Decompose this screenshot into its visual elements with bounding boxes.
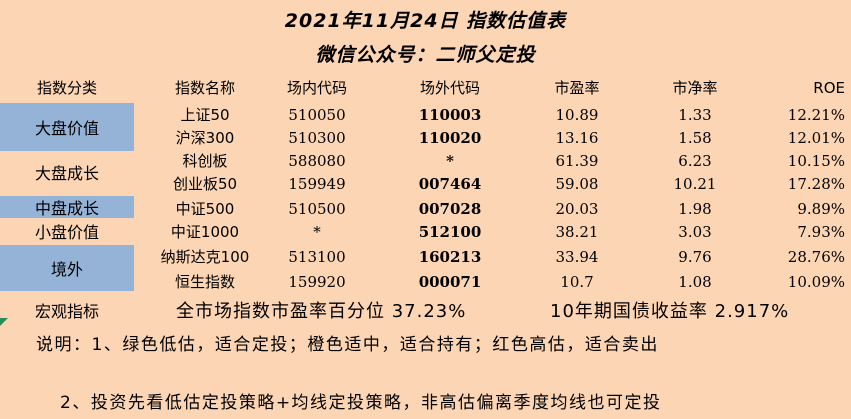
- pb-value: 6.23: [678, 152, 712, 170]
- header-index-name: 指数名称: [174, 79, 235, 97]
- cell-marker: [0, 318, 8, 326]
- header-offsite-code: 场外代码: [419, 79, 480, 97]
- offsite-code: 000071: [418, 273, 482, 291]
- category-mid-growth: 中盘成长: [0, 196, 134, 218]
- onsite-code: 510050: [288, 106, 346, 124]
- offsite-code: *: [446, 152, 454, 170]
- onsite-code: 510300: [288, 129, 346, 147]
- index-name: 创业板50: [172, 175, 238, 193]
- pe-value: 38.21: [555, 223, 599, 241]
- index-name: 中证1000: [170, 223, 240, 241]
- onsite-code: 513100: [288, 248, 346, 266]
- page-subtitle: 微信公众号：二师父定投: [315, 44, 536, 66]
- pe-value: 33.94: [555, 248, 599, 266]
- index-name: 上证50: [180, 106, 230, 124]
- bond-yield: 10年期国债收益率 2.917%: [550, 301, 790, 322]
- header-pb: 市净率: [672, 79, 718, 97]
- roe-value: 28.76%: [787, 248, 845, 266]
- roe-value: 7.93%: [797, 223, 845, 241]
- pe-value: 61.39: [555, 152, 599, 170]
- note-line-2: 2、投资先看低估定投策略+均线定投策略，非高估偏离季度均线也可定投: [60, 393, 662, 413]
- roe-value: 10.15%: [787, 152, 845, 170]
- header-pe: 市盈率: [554, 79, 600, 97]
- offsite-code: 110003: [418, 106, 482, 124]
- page-title: 2021年11月24日 指数估值表: [284, 10, 567, 32]
- roe-value: 12.21%: [787, 106, 845, 124]
- pe-value: 10.89: [555, 106, 599, 124]
- pb-value: 1.08: [678, 273, 712, 291]
- onsite-code: 510500: [288, 200, 346, 218]
- pb-value: 1.33: [678, 106, 712, 124]
- roe-value: 17.28%: [787, 175, 845, 193]
- roe-value: 9.89%: [797, 200, 845, 218]
- roe-value: 10.09%: [787, 273, 845, 291]
- note-line-1: 说明：1、绿色低估，适合定投；橙色适中，适合持有；红色高估，适合卖出: [36, 335, 659, 355]
- category-large-value: 大盘价值: [0, 103, 134, 151]
- onsite-code: *: [313, 223, 321, 241]
- roe-value: 12.01%: [787, 129, 845, 147]
- offsite-code: 110020: [418, 129, 482, 147]
- onsite-code: 159949: [288, 175, 346, 193]
- pb-value: 3.03: [678, 223, 712, 241]
- offsite-code: 007464: [418, 175, 482, 193]
- pe-value: 10.7: [560, 273, 594, 291]
- onsite-code: 159920: [288, 273, 346, 291]
- category-large-growth: 大盘成长: [34, 164, 99, 183]
- macro-label: 宏观指标: [34, 302, 99, 321]
- pe-value: 20.03: [555, 200, 599, 218]
- index-name: 中证500: [175, 200, 235, 218]
- pb-value: 10.21: [673, 175, 717, 193]
- pe-percentile: 全市场指数市盈率百分位 37.23%: [176, 301, 467, 322]
- offsite-code: 007028: [418, 200, 482, 218]
- header-onsite-code: 场内代码: [286, 79, 347, 97]
- pb-value: 1.58: [678, 129, 712, 147]
- index-name: 恒生指数: [174, 273, 235, 291]
- category-overseas: 境外: [0, 245, 134, 291]
- category-small-value: 小盘价值: [34, 223, 99, 242]
- offsite-code: 160213: [418, 248, 482, 266]
- index-name: 沪深300: [175, 129, 235, 147]
- index-name: 科创板: [182, 152, 228, 170]
- offsite-code: 512100: [418, 223, 482, 241]
- header-category: 指数分类: [36, 79, 97, 97]
- index-name: 纳斯达克100: [160, 248, 250, 266]
- header-roe: ROE: [813, 79, 845, 97]
- pe-value: 59.08: [555, 175, 599, 193]
- pe-value: 13.16: [555, 129, 599, 147]
- pb-value: 1.98: [678, 200, 712, 218]
- onsite-code: 588080: [288, 152, 346, 170]
- pb-value: 9.76: [678, 248, 712, 266]
